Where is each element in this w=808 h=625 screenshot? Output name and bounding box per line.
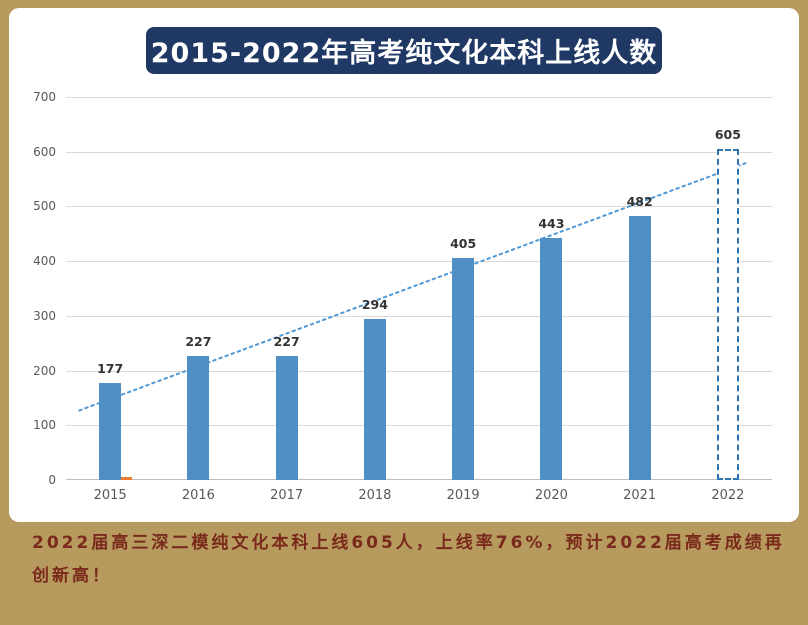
gridline: [66, 370, 772, 372]
x-tick-label: 2021: [623, 488, 657, 503]
bar-value-label: 227: [185, 333, 212, 349]
gridline: [66, 261, 772, 263]
x-tick-label: 2022: [711, 488, 745, 503]
caption-text: 2022届高三深二模纯文化本科上线605人，上线率76%，预计2022届高考成绩…: [32, 533, 785, 587]
x-tick-label: 2019: [446, 488, 480, 503]
gridline: [66, 425, 772, 427]
bar-2018: [363, 319, 386, 480]
bar-value-label: 227: [273, 333, 300, 349]
gridline: [66, 97, 772, 98]
bar-value-label: 443: [538, 215, 565, 231]
bar-2019: [452, 258, 475, 480]
y-tick-label: 300: [33, 308, 56, 323]
gridline: [66, 315, 772, 317]
y-tick-label: 0: [48, 473, 56, 487]
bar-2020: [540, 237, 563, 480]
chart-card: 2015-2022年高考纯文化本科上线人数 0 100 200 300 400 500 60…: [9, 8, 799, 522]
y-tick-label: 200: [33, 363, 56, 378]
y-tick-label: 400: [33, 254, 56, 269]
bar-2017: [275, 355, 298, 480]
y-tick-label: 700: [33, 90, 56, 104]
x-tick-label: 2018: [358, 488, 392, 503]
gridline: [66, 151, 772, 153]
y-tick-label: 600: [33, 144, 56, 159]
bar-value-label: 482: [626, 194, 653, 210]
x-tick-label: 2015: [93, 488, 127, 503]
bar-projected-2022: [716, 148, 739, 480]
bar-value-label: 605: [714, 126, 741, 142]
x-tick-label: 2016: [181, 488, 215, 503]
chart-title: 2015-2022年高考纯文化本科上线人数: [150, 38, 658, 69]
chart-title-banner: 2015-2022年高考纯文化本科上线人数: [146, 27, 662, 74]
plot-area: [66, 97, 772, 480]
bar-value-label: 294: [361, 297, 388, 313]
x-axis-line: [66, 479, 772, 480]
orange-tick-marker: [121, 477, 133, 480]
bar-value-label: 405: [450, 236, 477, 252]
bar-2016: [187, 355, 210, 480]
x-tick-label: 2020: [534, 488, 568, 503]
bar-value-label: 177: [97, 361, 124, 377]
trend-line: [78, 162, 747, 412]
y-tick-label: 500: [33, 199, 56, 214]
x-tick-label: 2017: [270, 488, 304, 503]
bar-2015: [99, 383, 122, 480]
y-tick-label: 100: [33, 418, 56, 433]
bar-2021: [628, 216, 651, 480]
